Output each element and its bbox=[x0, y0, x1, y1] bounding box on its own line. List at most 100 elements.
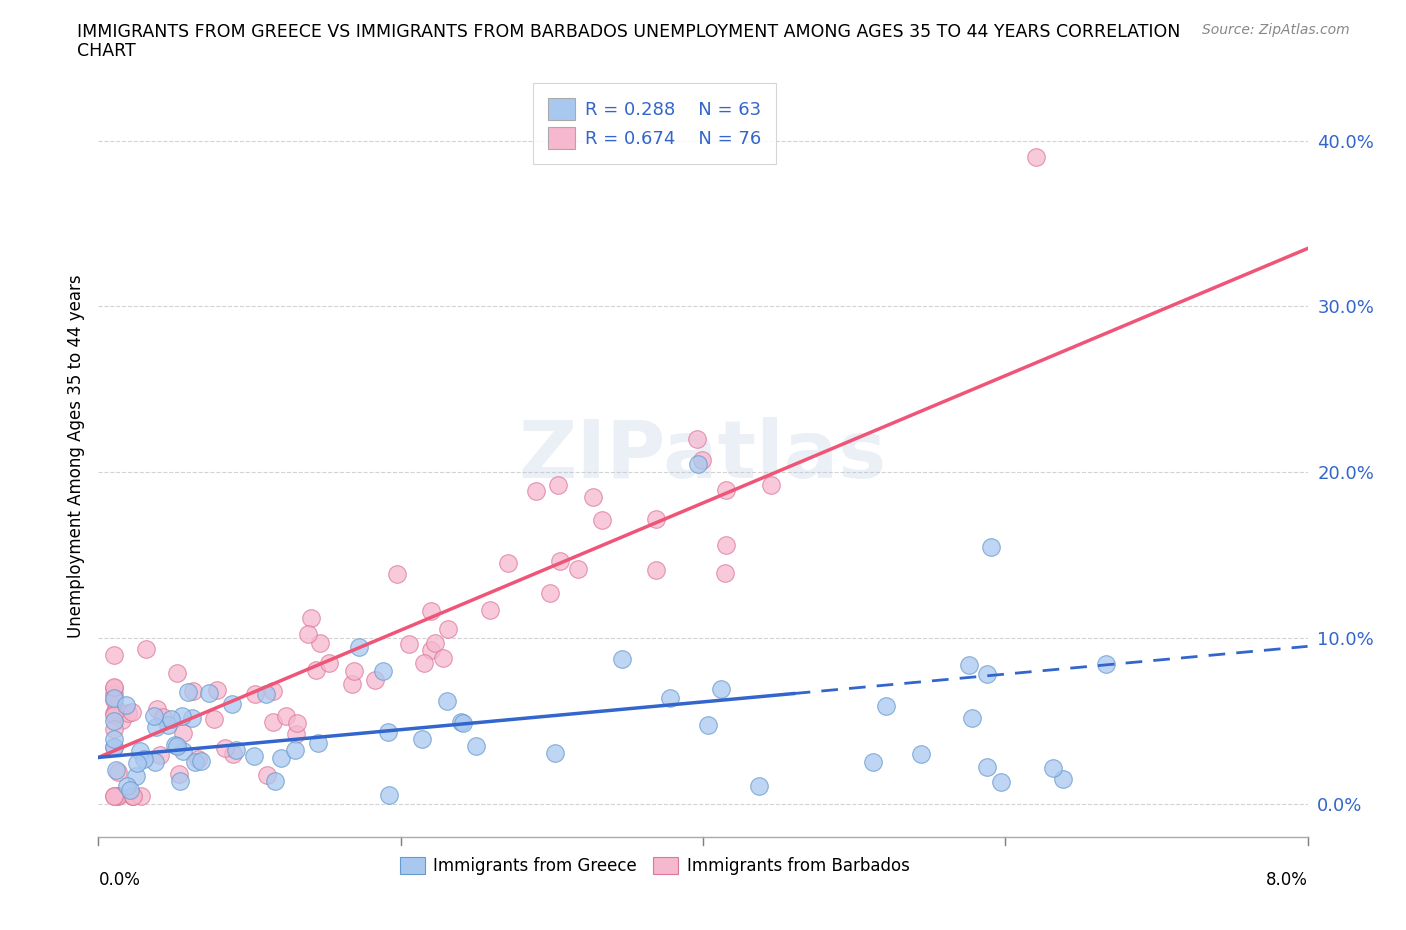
Point bbox=[143, 755, 166, 770]
Point bbox=[645, 563, 668, 578]
Point bbox=[166, 738, 188, 753]
Point bbox=[111, 712, 134, 727]
Point bbox=[125, 769, 148, 784]
Point bbox=[103, 788, 125, 803]
Point bbox=[761, 477, 783, 492]
Point bbox=[160, 711, 183, 726]
Point bbox=[436, 694, 458, 709]
Point bbox=[103, 739, 125, 754]
Point bbox=[262, 715, 284, 730]
Text: Source: ZipAtlas.com: Source: ZipAtlas.com bbox=[1202, 23, 1350, 37]
Text: 0.0%: 0.0% bbox=[98, 871, 141, 889]
Point bbox=[103, 680, 125, 695]
Point bbox=[538, 585, 561, 600]
Point bbox=[190, 753, 212, 768]
Point bbox=[305, 662, 328, 677]
Point bbox=[142, 708, 165, 723]
Point bbox=[166, 665, 188, 680]
Point bbox=[117, 706, 139, 721]
Point bbox=[976, 667, 998, 682]
Y-axis label: Unemployment Among Ages 35 to 44 years: Unemployment Among Ages 35 to 44 years bbox=[66, 274, 84, 637]
Point bbox=[107, 788, 129, 803]
Point bbox=[145, 720, 167, 735]
Point bbox=[685, 432, 707, 446]
Point bbox=[187, 752, 209, 767]
Point bbox=[377, 724, 399, 739]
Point bbox=[157, 717, 180, 732]
Text: ZIPatlas: ZIPatlas bbox=[519, 417, 887, 495]
Point bbox=[496, 555, 519, 570]
Point bbox=[347, 639, 370, 654]
Point bbox=[299, 610, 322, 625]
Point bbox=[478, 603, 501, 618]
Point bbox=[567, 562, 589, 577]
Point bbox=[465, 738, 488, 753]
Point bbox=[214, 740, 236, 755]
Point bbox=[121, 788, 143, 803]
Point bbox=[132, 751, 155, 766]
Point bbox=[716, 483, 738, 498]
Point bbox=[524, 484, 547, 498]
Point bbox=[862, 754, 884, 769]
Point bbox=[398, 636, 420, 651]
Point bbox=[103, 739, 125, 754]
Point bbox=[243, 686, 266, 701]
Text: IMMIGRANTS FROM GREECE VS IMMIGRANTS FROM BARBADOS UNEMPLOYMENT AMONG AGES 35 TO: IMMIGRANTS FROM GREECE VS IMMIGRANTS FRO… bbox=[77, 23, 1181, 41]
Point bbox=[103, 686, 125, 701]
Point bbox=[690, 452, 713, 467]
Point bbox=[411, 732, 433, 747]
Point bbox=[980, 539, 1002, 554]
Point bbox=[181, 711, 204, 725]
Point bbox=[342, 676, 364, 691]
Point bbox=[163, 737, 186, 752]
Point bbox=[371, 663, 394, 678]
Point bbox=[103, 690, 125, 705]
Point bbox=[610, 652, 633, 667]
Point bbox=[120, 782, 142, 797]
Point bbox=[960, 711, 983, 725]
Point bbox=[1025, 150, 1047, 165]
Point bbox=[107, 788, 129, 803]
Point bbox=[343, 664, 366, 679]
Point bbox=[103, 721, 125, 736]
Point bbox=[103, 732, 125, 747]
Point bbox=[149, 748, 172, 763]
Point bbox=[121, 705, 143, 720]
Point bbox=[318, 656, 340, 671]
Point bbox=[121, 788, 143, 803]
Point bbox=[423, 635, 446, 650]
Point bbox=[1094, 657, 1116, 671]
Point bbox=[128, 743, 150, 758]
Point bbox=[254, 686, 277, 701]
Point bbox=[127, 756, 149, 771]
Point bbox=[957, 658, 980, 672]
Point bbox=[714, 565, 737, 580]
Point bbox=[432, 650, 454, 665]
Point bbox=[103, 706, 125, 721]
Point bbox=[451, 716, 474, 731]
Point bbox=[437, 621, 460, 636]
Point bbox=[714, 538, 737, 552]
Point bbox=[748, 778, 770, 793]
Point bbox=[284, 726, 307, 741]
Point bbox=[544, 746, 567, 761]
Point bbox=[582, 489, 605, 504]
Point bbox=[697, 717, 720, 732]
Point bbox=[270, 751, 292, 765]
Point bbox=[152, 710, 174, 724]
Point bbox=[103, 708, 125, 723]
Point bbox=[103, 648, 125, 663]
Point bbox=[104, 763, 127, 777]
Point bbox=[129, 788, 152, 803]
Point bbox=[547, 478, 569, 493]
Point bbox=[146, 701, 169, 716]
Point bbox=[104, 702, 127, 717]
Point bbox=[103, 693, 125, 708]
Point bbox=[135, 642, 157, 657]
Point bbox=[686, 457, 709, 472]
Point bbox=[172, 709, 194, 724]
Text: CHART: CHART bbox=[77, 42, 136, 60]
Point bbox=[710, 682, 733, 697]
Point bbox=[420, 604, 443, 618]
Point bbox=[115, 698, 138, 712]
